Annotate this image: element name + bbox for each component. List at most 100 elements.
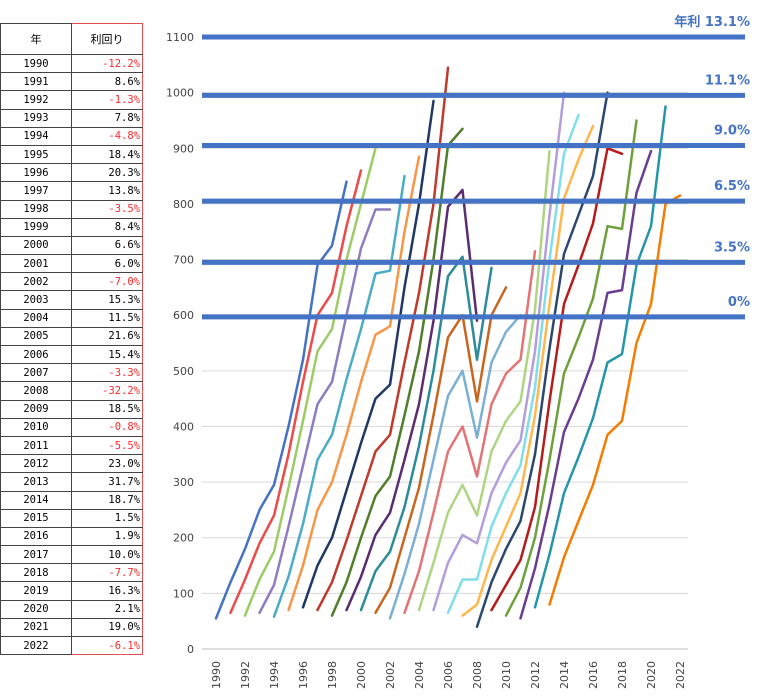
table-row: 2002 -7.0% <box>0 272 143 292</box>
table-row: 2010 -0.8% <box>0 417 143 437</box>
table-row: 1995 18.4% <box>0 144 143 165</box>
return-cell: 1.5% <box>71 508 143 528</box>
reference-label: 3.5% <box>714 240 750 255</box>
series-line <box>548 194 682 606</box>
year-cell: 2005 <box>0 326 72 347</box>
x-tick-label: 2014 <box>558 661 571 689</box>
x-tick-label: 2008 <box>471 661 484 689</box>
return-cell: 15.3% <box>71 290 143 310</box>
table-row: 1992 -1.3% <box>0 90 143 110</box>
year-cell: 2012 <box>0 454 72 474</box>
year-cell: 2008 <box>0 381 72 401</box>
return-cell: -32.2% <box>71 381 143 401</box>
x-tick-label: 1998 <box>326 661 339 689</box>
series-line <box>272 174 406 618</box>
y-tick-label: 700 <box>173 254 194 267</box>
table-row: 2006 15.4% <box>0 344 143 365</box>
return-cell: 7.8% <box>71 108 143 128</box>
series-line <box>359 255 493 612</box>
y-tick-label: 800 <box>173 198 194 211</box>
year-cell: 1996 <box>0 163 72 183</box>
x-tick-label: 2000 <box>355 661 368 689</box>
table-row: 2019 16.3% <box>0 581 143 601</box>
return-cell: 18.5% <box>71 399 143 419</box>
table-row: 2011 -5.5% <box>0 435 143 456</box>
y-tick-label: 1000 <box>166 87 194 100</box>
y-tick-label: 100 <box>173 587 194 600</box>
table-row: 2016 1.9% <box>0 526 143 547</box>
series-line <box>403 249 537 615</box>
return-cell: 23.0% <box>71 454 143 474</box>
series-line <box>432 91 566 612</box>
x-tick-label: 2010 <box>500 661 513 689</box>
return-cell: 18.4% <box>71 144 143 165</box>
series-line <box>374 286 508 615</box>
x-tick-label: 1994 <box>268 661 281 689</box>
return-cell: 6.0% <box>71 254 143 274</box>
year-cell: 2001 <box>0 254 72 274</box>
return-cell: 11.5% <box>71 308 143 328</box>
reference-label: 年利 13.1% <box>674 14 750 30</box>
series-line <box>214 180 348 620</box>
table-row: 2008 -32.2% <box>0 381 143 401</box>
table-row: 2009 18.5% <box>0 399 143 419</box>
year-cell: 1991 <box>0 72 72 92</box>
year-cell: 1994 <box>0 126 72 146</box>
x-tick-label: 2002 <box>384 661 397 689</box>
return-cell: 21.6% <box>71 326 143 347</box>
table-row: 1999 8.4% <box>0 217 143 237</box>
table-row: 1991 8.6% <box>0 72 143 92</box>
x-tick-label: 2012 <box>529 661 542 689</box>
table-row: 2013 31.7% <box>0 472 143 492</box>
series-line <box>475 91 609 628</box>
series-line <box>388 313 522 620</box>
x-tick-label: 2006 <box>442 661 455 689</box>
year-cell: 1993 <box>0 108 72 128</box>
y-tick-label: 0 <box>187 643 194 656</box>
table-row: 2017 10.0% <box>0 545 143 565</box>
year-cell: 1992 <box>0 90 72 110</box>
return-cell: 8.6% <box>71 72 143 92</box>
returns-table: 年 利回り 1990 -12.2% 1991 8.6% 1992 -1.3% 1993 7.8… <box>0 23 143 656</box>
series-line <box>287 155 421 612</box>
series-line <box>533 105 667 609</box>
x-tick-label: 1990 <box>210 661 223 689</box>
series-line <box>461 124 595 617</box>
table-row: 2001 6.0% <box>0 254 143 274</box>
x-tick-label: 2004 <box>413 661 426 689</box>
table-row: 2014 18.7% <box>0 490 143 510</box>
year-cell: 2011 <box>0 435 72 456</box>
year-cell: 2017 <box>0 545 72 565</box>
series-line <box>345 188 479 612</box>
series-line <box>301 99 435 609</box>
series-line <box>490 147 624 612</box>
year-cell: 2009 <box>0 399 72 419</box>
series-line <box>229 169 363 615</box>
series-line <box>417 149 551 612</box>
return-cell: 31.7% <box>71 472 143 492</box>
series-line <box>258 208 392 615</box>
x-tick-label: 1996 <box>297 661 310 689</box>
return-cell: 15.4% <box>71 344 143 365</box>
y-tick-label: 200 <box>173 532 194 545</box>
return-cell: -0.8% <box>71 417 143 437</box>
series-line <box>446 113 580 615</box>
return-cell: 18.7% <box>71 490 143 510</box>
return-cell: 13.8% <box>71 181 143 201</box>
year-cell: 2007 <box>0 363 72 383</box>
y-tick-label: 600 <box>173 309 194 322</box>
year-cell: 2021 <box>0 617 72 638</box>
table-row: 2004 11.5% <box>0 308 143 328</box>
series-line <box>243 147 377 617</box>
return-cell: -1.3% <box>71 90 143 110</box>
y-tick-label: 400 <box>173 420 194 433</box>
table-row: 2005 21.6% <box>0 326 143 347</box>
table-row: 2003 15.3% <box>0 290 143 310</box>
table-row: 1990 -12.2% <box>0 53 143 74</box>
return-cell: -12.2% <box>71 53 143 74</box>
reference-label: 0% <box>728 295 750 310</box>
x-tick-label: 2018 <box>616 661 629 689</box>
y-tick-label: 500 <box>173 365 194 378</box>
return-cell: -6.1% <box>71 635 143 656</box>
